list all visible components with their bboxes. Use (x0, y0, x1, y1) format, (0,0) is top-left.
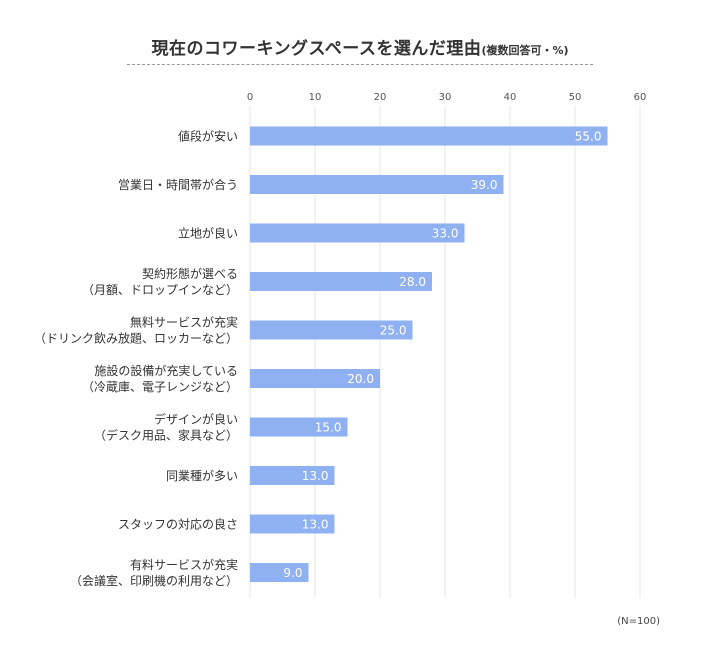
bar-value-label: 15.0 (315, 421, 342, 435)
category-label: 無料サービスが充実 (130, 315, 238, 330)
bar-value-label: 25.0 (380, 324, 407, 338)
category-label: 施設の設備が充実している (94, 363, 238, 378)
category-label: （冷蔵庫、電子レンジなど） (82, 380, 238, 394)
bar (250, 563, 309, 582)
bar (250, 272, 432, 291)
category-label: （月額、ドロップインなど） (82, 283, 238, 297)
category-label: （会議室、印刷機の利用など） (70, 573, 238, 588)
category-label: 同業種が多い (166, 468, 238, 483)
category-label: 有料サービスが充実 (130, 557, 238, 572)
x-tick-label: 60 (634, 92, 647, 103)
bar-value-label: 9.0 (283, 566, 302, 580)
bar (250, 126, 608, 146)
bar-value-label: 13.0 (302, 518, 329, 532)
x-tick-label: 40 (504, 92, 517, 103)
chart-title-sub: (複数回答可・%) (481, 44, 569, 57)
bar (250, 320, 413, 340)
bar (250, 175, 504, 194)
category-label: 営業日・時間帯が合う (118, 177, 238, 192)
title-divider (127, 64, 593, 65)
category-label: （ドリンク飲み放題、ロッカーなど） (34, 331, 238, 346)
bar-value-label: 33.0 (432, 227, 459, 241)
bar-value-label: 55.0 (575, 130, 602, 144)
bar (250, 369, 380, 388)
category-label: スタッフの対応の良さ (118, 517, 238, 532)
sample-size-note: (N=100) (617, 616, 660, 627)
bar (250, 223, 465, 243)
x-tick-label: 20 (374, 92, 387, 103)
chart-title-main: 現在のコワーキングスペースを選んだ理由 (151, 39, 482, 59)
bar-value-label: 20.0 (347, 372, 374, 386)
bar (250, 466, 335, 485)
x-tick-label: 0 (247, 92, 253, 103)
x-tick-label: 10 (309, 92, 322, 103)
category-label: 値段が安い (178, 129, 238, 144)
x-tick-label: 50 (569, 92, 582, 103)
bar (250, 514, 335, 534)
category-label: （デスク用品、家具など） (94, 428, 238, 443)
category-label: 契約形態が選べる (142, 266, 238, 281)
bar (250, 417, 348, 437)
category-label: デザインが良い (154, 412, 238, 427)
bar-value-label: 13.0 (302, 469, 329, 483)
bar-value-label: 28.0 (399, 275, 426, 289)
bar-value-label: 39.0 (471, 178, 498, 192)
category-label: 立地が良い (178, 226, 238, 241)
chart-title: 現在のコワーキングスペースを選んだ理由(複数回答可・%) (0, 34, 720, 59)
x-tick-label: 30 (439, 92, 452, 103)
